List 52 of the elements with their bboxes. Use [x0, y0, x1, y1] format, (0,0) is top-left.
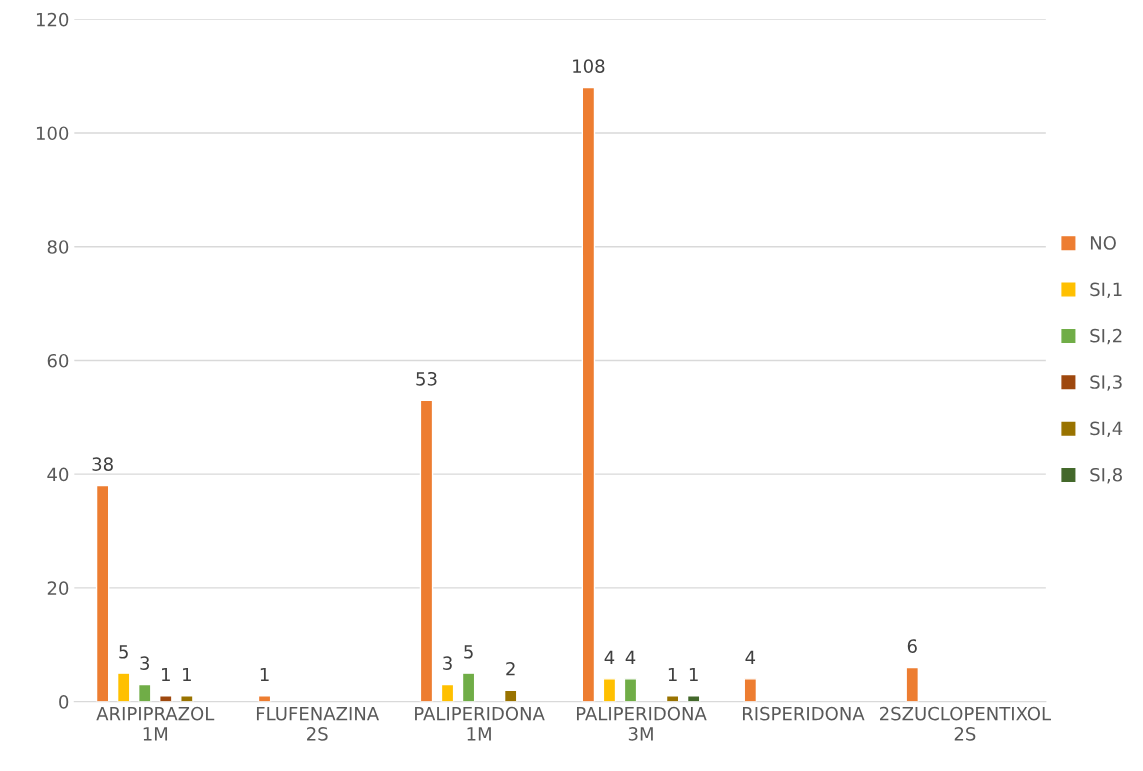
data-label: 5 — [464, 645, 473, 659]
y-tick-label: 100 — [36, 126, 69, 141]
data-label: 4 — [604, 650, 615, 664]
y-tick-label: 40 — [47, 467, 69, 482]
bar — [180, 695, 194, 702]
bar — [686, 695, 701, 702]
data-label: 3 — [443, 656, 452, 670]
bar — [602, 678, 617, 702]
bar — [137, 683, 152, 702]
bar — [623, 678, 638, 702]
x-tick-label: 2SZUCLOPENTIXOL 2S — [880, 706, 1051, 741]
y-tick-label: 0 — [59, 695, 69, 709]
data-label: 108 — [573, 59, 605, 73]
bar — [159, 695, 173, 702]
data-label: 4 — [625, 650, 636, 664]
bar — [257, 695, 272, 702]
data-label: 1 — [689, 667, 698, 682]
y-tick-label: 60 — [47, 353, 69, 368]
legend-label: SI,2 — [1090, 328, 1122, 345]
legend-label: SI,4 — [1090, 421, 1123, 438]
data-label: 4 — [745, 650, 756, 664]
data-label: 1 — [668, 667, 677, 682]
bar — [743, 678, 758, 702]
bar — [419, 399, 434, 702]
bar — [665, 695, 680, 702]
legend-label: NO — [1090, 236, 1116, 250]
data-label: 53 — [416, 371, 437, 386]
x-tick-label: PALIPERIDONA 3M — [577, 706, 707, 741]
legend-label: SI,3 — [1090, 375, 1122, 391]
data-label: 6 — [907, 639, 917, 653]
data-label: 5 — [119, 645, 128, 659]
x-tick-label: FLUFENAZINA 2S — [256, 707, 380, 741]
x-tick-label: ARIPIPRAZOL 1M — [96, 706, 215, 741]
bar — [116, 672, 131, 702]
bar — [905, 666, 920, 702]
x-tick-label: RISPERIDONA — [742, 706, 865, 721]
data-label: 1 — [260, 667, 269, 682]
y-tick-label: 120 — [36, 12, 69, 27]
bar — [461, 672, 476, 702]
data-label: 1 — [162, 667, 170, 682]
x-tick-label: PALIPERIDONA 1M — [415, 706, 545, 741]
legend-label: SI,8 — [1090, 467, 1122, 484]
data-label: 2 — [506, 661, 515, 676]
data-label: 1 — [183, 667, 191, 682]
data-label: 3 — [140, 656, 150, 670]
data-label: 38 — [92, 457, 113, 471]
legend-label: SI,1 — [1090, 282, 1122, 298]
y-tick-label: 20 — [47, 581, 69, 595]
y-tick-label: 80 — [47, 240, 69, 254]
bar — [95, 484, 110, 702]
bar — [440, 683, 455, 702]
bar — [581, 86, 596, 702]
